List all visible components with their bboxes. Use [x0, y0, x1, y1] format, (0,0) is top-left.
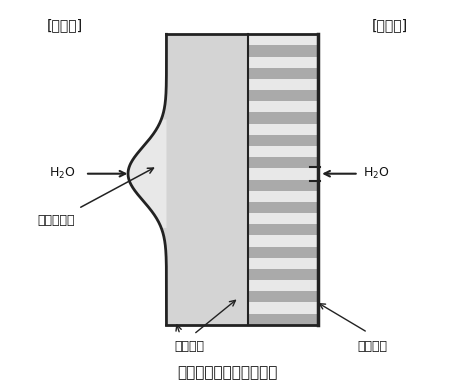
Text: 水蒸気拡散現象の模式図: 水蒸気拡散現象の模式図: [177, 365, 278, 381]
Text: [高温側]: [高温側]: [47, 18, 83, 32]
Bar: [248, 157, 318, 168]
Bar: [248, 68, 318, 79]
Bar: [248, 280, 318, 291]
Bar: [248, 235, 318, 246]
Text: H$_2$O: H$_2$O: [363, 166, 390, 181]
Bar: [248, 34, 318, 46]
Bar: [248, 135, 318, 146]
Bar: [248, 90, 318, 101]
Bar: [248, 79, 318, 90]
Text: [低温側]: [低温側]: [372, 18, 409, 32]
Bar: [248, 291, 318, 302]
Bar: [248, 101, 318, 112]
Bar: [248, 314, 318, 325]
Bar: [248, 146, 318, 157]
Bar: [248, 302, 318, 314]
Bar: [248, 213, 318, 224]
Bar: [248, 224, 318, 235]
Bar: [248, 179, 318, 191]
Bar: [248, 168, 318, 179]
Bar: [248, 202, 318, 213]
Text: ブリスター: ブリスター: [37, 215, 75, 227]
Bar: [248, 112, 318, 124]
Bar: [248, 269, 318, 280]
Text: 皮膜断面: 皮膜断面: [357, 340, 387, 353]
Bar: [248, 57, 318, 68]
Text: H$_2$O: H$_2$O: [50, 166, 76, 181]
Polygon shape: [128, 119, 167, 228]
Bar: [248, 191, 318, 202]
Text: 鋼材断面: 鋼材断面: [174, 340, 204, 353]
Bar: [248, 46, 318, 57]
Bar: [248, 246, 318, 258]
Bar: [248, 124, 318, 135]
Bar: [248, 258, 318, 269]
Polygon shape: [128, 34, 248, 325]
